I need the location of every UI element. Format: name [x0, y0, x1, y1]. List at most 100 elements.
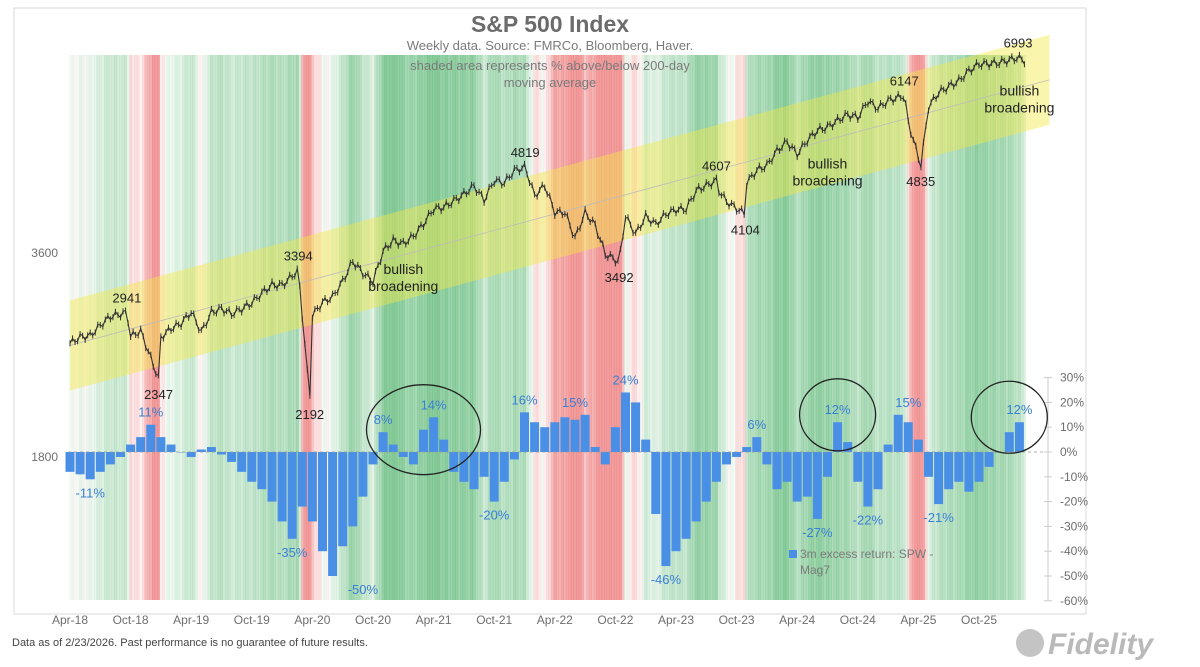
shade-band [515, 55, 519, 600]
bar [237, 452, 247, 472]
shade-band [442, 55, 446, 600]
shade-band [444, 55, 448, 600]
shade-band [235, 55, 239, 600]
bar [206, 447, 216, 452]
bar [853, 452, 863, 482]
shade-band [813, 55, 817, 600]
shade-band [237, 55, 241, 600]
shade-band [308, 55, 312, 600]
shade-band [93, 55, 97, 600]
bar [550, 422, 560, 452]
bar [792, 452, 802, 502]
shade-band [702, 55, 706, 600]
bar [136, 437, 146, 452]
bar [610, 427, 620, 452]
bar [479, 452, 489, 477]
x-tick-label: Apr-18 [52, 613, 88, 627]
bar-label: -21% [923, 510, 954, 525]
bar [348, 452, 358, 527]
shade-band [687, 55, 691, 600]
shade-band [907, 55, 910, 600]
bar [732, 452, 742, 457]
shade-band [561, 55, 564, 600]
price-series [69, 51, 1025, 399]
shade-band [247, 55, 251, 600]
shade-band [957, 55, 961, 600]
shade-band [879, 55, 883, 600]
shade-band [495, 55, 499, 600]
shade-band [258, 55, 261, 600]
shade-band [379, 55, 383, 600]
shade-band [457, 55, 461, 600]
shade-band [689, 55, 693, 600]
shade-band [331, 55, 335, 600]
shade-band [783, 55, 787, 600]
shade-band [990, 55, 994, 600]
bar [812, 452, 822, 519]
shade-band [518, 55, 521, 600]
shade-band [662, 55, 665, 600]
shade-band [439, 55, 443, 600]
bar [388, 444, 398, 452]
shade-band [366, 55, 370, 600]
price-label: 4607 [702, 158, 731, 173]
bar [883, 444, 893, 452]
bar-label: 11% [138, 405, 163, 420]
shade-band [341, 55, 345, 600]
shade-band [321, 55, 324, 600]
x-axis: Apr-18 Oct-18 Apr-19 Oct-19 Apr-20 Oct-20 Apr-… [52, 613, 997, 627]
shade-band [548, 55, 552, 600]
price-label: 6147 [890, 74, 919, 89]
shade-band [351, 55, 355, 600]
shade-band [833, 55, 837, 600]
shade-band [947, 55, 951, 600]
shade-band [846, 55, 850, 600]
price-label: 3492 [605, 270, 634, 285]
shade-band [808, 55, 812, 600]
shade-band [727, 55, 731, 600]
shade-band [578, 55, 582, 600]
shade-band [391, 55, 395, 600]
shade-band [558, 55, 562, 600]
shade-band [73, 55, 77, 600]
shade-band [217, 55, 221, 600]
shade-band [896, 55, 900, 600]
shade-band [402, 55, 405, 600]
bar [469, 452, 479, 490]
shade-band [424, 55, 428, 600]
bar [307, 452, 317, 522]
shade-band [192, 55, 196, 600]
shade-band [86, 55, 90, 600]
shade-band [429, 55, 433, 600]
bar [661, 452, 671, 567]
shade-band [260, 55, 264, 600]
bar [954, 452, 964, 482]
bar [65, 452, 75, 472]
shade-band [793, 55, 797, 600]
shade-band [826, 55, 829, 600]
shade-band [705, 55, 708, 600]
shade-band [225, 55, 229, 600]
shade-band [449, 55, 453, 600]
shade-band [409, 55, 413, 600]
shade-band [422, 55, 425, 600]
price-label: 2347 [144, 387, 173, 402]
shade-band [937, 55, 941, 600]
shade-band [869, 55, 872, 600]
shade-band [795, 55, 799, 600]
shade-band [995, 55, 999, 600]
shade-band [131, 55, 135, 600]
shade-band [389, 55, 393, 600]
shade-band [629, 55, 633, 600]
shade-band [725, 55, 728, 600]
shade-band [455, 55, 458, 600]
shade-band [977, 55, 981, 600]
shade-band [265, 55, 269, 600]
shade-band [295, 55, 299, 600]
shade-band [88, 55, 92, 600]
shade-band [576, 55, 580, 600]
shade-band [275, 55, 279, 600]
shade-band [152, 55, 155, 600]
bar [439, 439, 449, 452]
bar [267, 452, 277, 502]
